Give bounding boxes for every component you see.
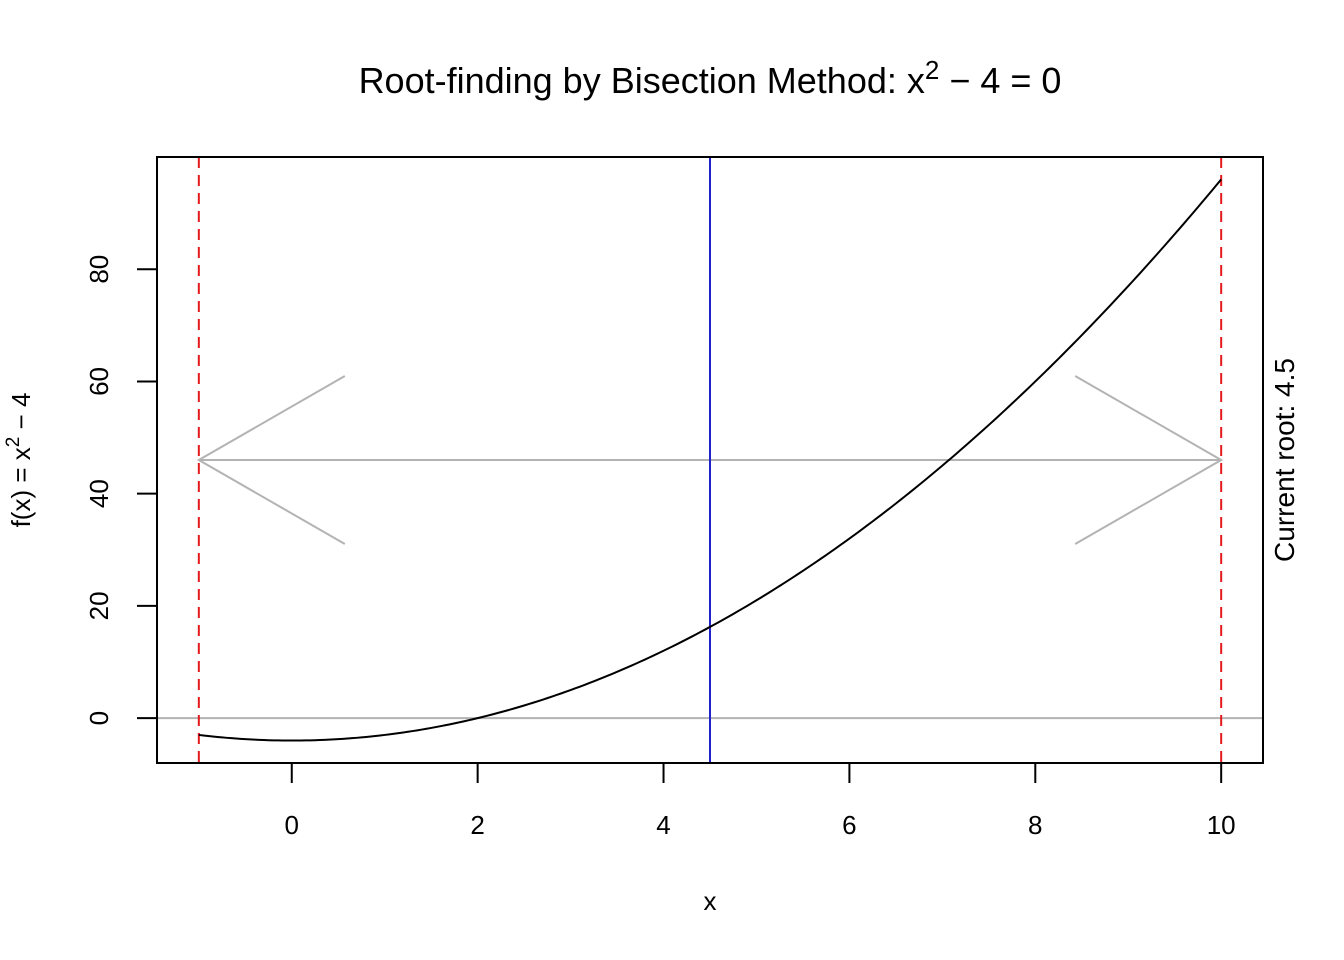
x-axis-title: x (704, 886, 717, 916)
chart-title: Root-finding by Bisection Method: x2 − 4… (359, 55, 1062, 101)
x-tick-label: 0 (285, 810, 299, 840)
y-tick-label: 20 (84, 591, 114, 620)
y-tick-label: 0 (84, 711, 114, 725)
x-tick-label: 4 (656, 810, 670, 840)
y-axis: 0 20 40 60 80 (84, 255, 158, 725)
bracket-arrow-right-head (1074, 375, 1224, 545)
y-tick-label: 40 (84, 479, 114, 508)
bracket-arrow-left-head (196, 375, 346, 545)
x-tick-label: 2 (470, 810, 484, 840)
x-tick-label: 6 (842, 810, 856, 840)
x-axis: 0 2 4 6 8 10 (285, 762, 1236, 840)
y-tick-label: 60 (84, 367, 114, 396)
current-root-label: Current root: 4.5 (1269, 358, 1300, 562)
x-tick-label: 8 (1028, 810, 1042, 840)
x-tick-label: 10 (1207, 810, 1236, 840)
y-tick-label: 80 (84, 255, 114, 284)
function-curve-0 (198, 178, 1222, 742)
y-axis-title: f(x) = x2 − 4 (3, 393, 36, 528)
plot-area (157, 157, 1263, 763)
